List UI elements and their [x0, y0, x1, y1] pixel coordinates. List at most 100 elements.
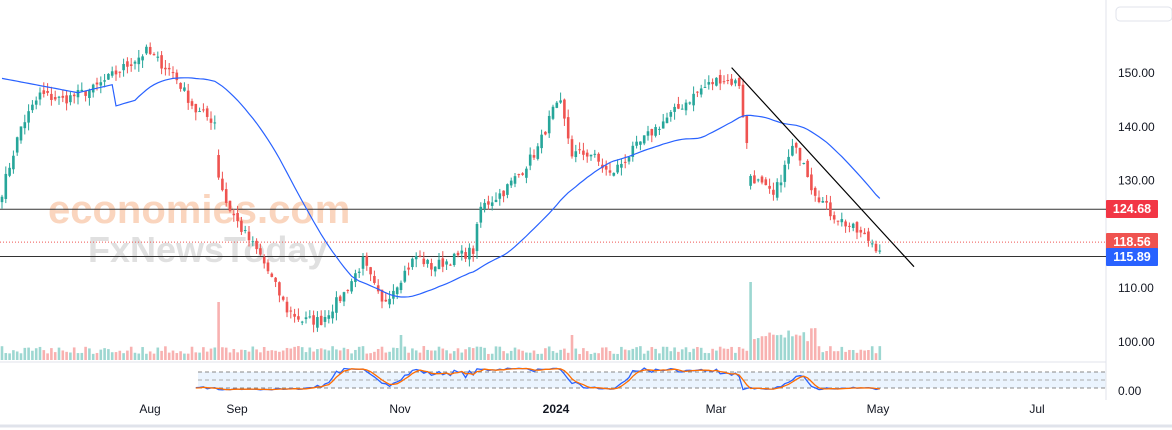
volume-bar: [730, 346, 733, 360]
candle-body: [221, 178, 224, 191]
volume-bar: [669, 351, 673, 360]
candle-body: [23, 122, 27, 129]
candle-body: [266, 262, 270, 272]
volume-bar: [346, 349, 350, 360]
volume-bar: [205, 351, 209, 360]
candle-body: [642, 135, 646, 144]
volume-bar: [278, 351, 281, 360]
volume-bar: [31, 350, 34, 360]
candle-body: [164, 67, 167, 70]
candle-body: [342, 292, 346, 302]
volume-bar: [175, 353, 179, 360]
candle-body: [654, 127, 657, 136]
volume-bar: [88, 348, 91, 360]
volume-bar: [844, 351, 847, 360]
volume-bar: [870, 346, 874, 360]
candle-body: [532, 155, 536, 158]
candle-body: [285, 301, 289, 313]
candle-body: [384, 299, 388, 302]
volume-bar: [673, 347, 676, 360]
candle-body: [76, 89, 80, 98]
candle-body: [346, 289, 350, 291]
volume-bar: [532, 350, 536, 360]
candle-body: [593, 153, 597, 155]
candle-body: [34, 100, 38, 105]
volume-bar: [612, 353, 616, 360]
volume-bar: [164, 346, 167, 360]
settings-button[interactable]: [1115, 6, 1172, 22]
volume-bar: [494, 346, 498, 360]
candle-body: [270, 273, 274, 277]
volume-bar: [570, 335, 574, 360]
candle-body: [810, 174, 813, 191]
volume-bar: [99, 349, 103, 360]
candle-body: [631, 145, 635, 157]
time-axis-tick: May: [867, 402, 890, 416]
candle-body: [536, 146, 540, 159]
volume-bar: [240, 349, 243, 360]
candle-body: [859, 229, 863, 233]
volume-bar: [316, 349, 319, 360]
candle-body: [354, 273, 357, 282]
candle-body: [430, 263, 433, 270]
candle-body: [61, 95, 65, 98]
volume-bar: [319, 348, 323, 360]
candle-body: [665, 117, 669, 124]
candle-body: [547, 115, 551, 134]
price-label-124-68: 124.68: [1106, 200, 1158, 219]
volume-bar: [107, 349, 110, 360]
time-axis-tick: Sep: [226, 402, 248, 416]
volume-bar: [764, 336, 768, 360]
volume-bar: [589, 353, 593, 360]
volume-bar: [555, 352, 559, 360]
candle-body: [760, 176, 764, 183]
volume-bar: [654, 348, 657, 360]
candle-body: [42, 90, 46, 94]
candle-body: [323, 316, 327, 322]
candle-body: [293, 313, 296, 317]
volume-bar: [775, 335, 779, 360]
candle-body: [544, 131, 547, 135]
volume-bar: [110, 352, 114, 360]
volume-bar: [483, 347, 486, 360]
time-axis-tick: Nov: [389, 402, 410, 416]
time-axis-tick: 2024: [543, 402, 570, 416]
candle-body: [171, 72, 175, 74]
volume-bar: [129, 346, 133, 360]
volume-bar: [323, 349, 327, 360]
volume-bar: [122, 353, 125, 360]
watermark-fxnewstoday: FxNewsToday: [88, 229, 327, 270]
volume-bar: [859, 349, 863, 360]
volume-bar: [407, 352, 410, 360]
volume-bar: [627, 350, 631, 360]
candle-body: [711, 82, 714, 85]
candle-body: [506, 184, 509, 195]
price-axis-tick: 110.00: [1118, 281, 1154, 295]
candle-body: [403, 270, 407, 282]
volume-bar: [642, 353, 646, 360]
volume-bar: [677, 351, 680, 360]
volume-bar: [243, 350, 247, 360]
candle-body: [509, 180, 513, 186]
candle-body: [623, 161, 627, 163]
candle-body: [764, 179, 768, 186]
candle-body: [829, 202, 832, 217]
volume-bar: [559, 349, 562, 360]
volume-bar: [114, 352, 118, 360]
candle-body: [745, 115, 749, 144]
volume-bar: [160, 350, 163, 360]
candle-body: [582, 150, 585, 155]
volume-bar: [331, 346, 334, 360]
candle-body: [69, 95, 72, 103]
candle-body: [236, 212, 239, 222]
candle-body: [281, 296, 285, 300]
volume-bar: [479, 346, 483, 360]
candle-body: [597, 153, 600, 162]
candle-body: [126, 61, 129, 67]
volume-bar: [547, 346, 551, 360]
candle-body: [452, 253, 456, 266]
volume-bar: [23, 347, 27, 360]
candle-body: [620, 163, 623, 168]
candle-body: [749, 175, 752, 186]
